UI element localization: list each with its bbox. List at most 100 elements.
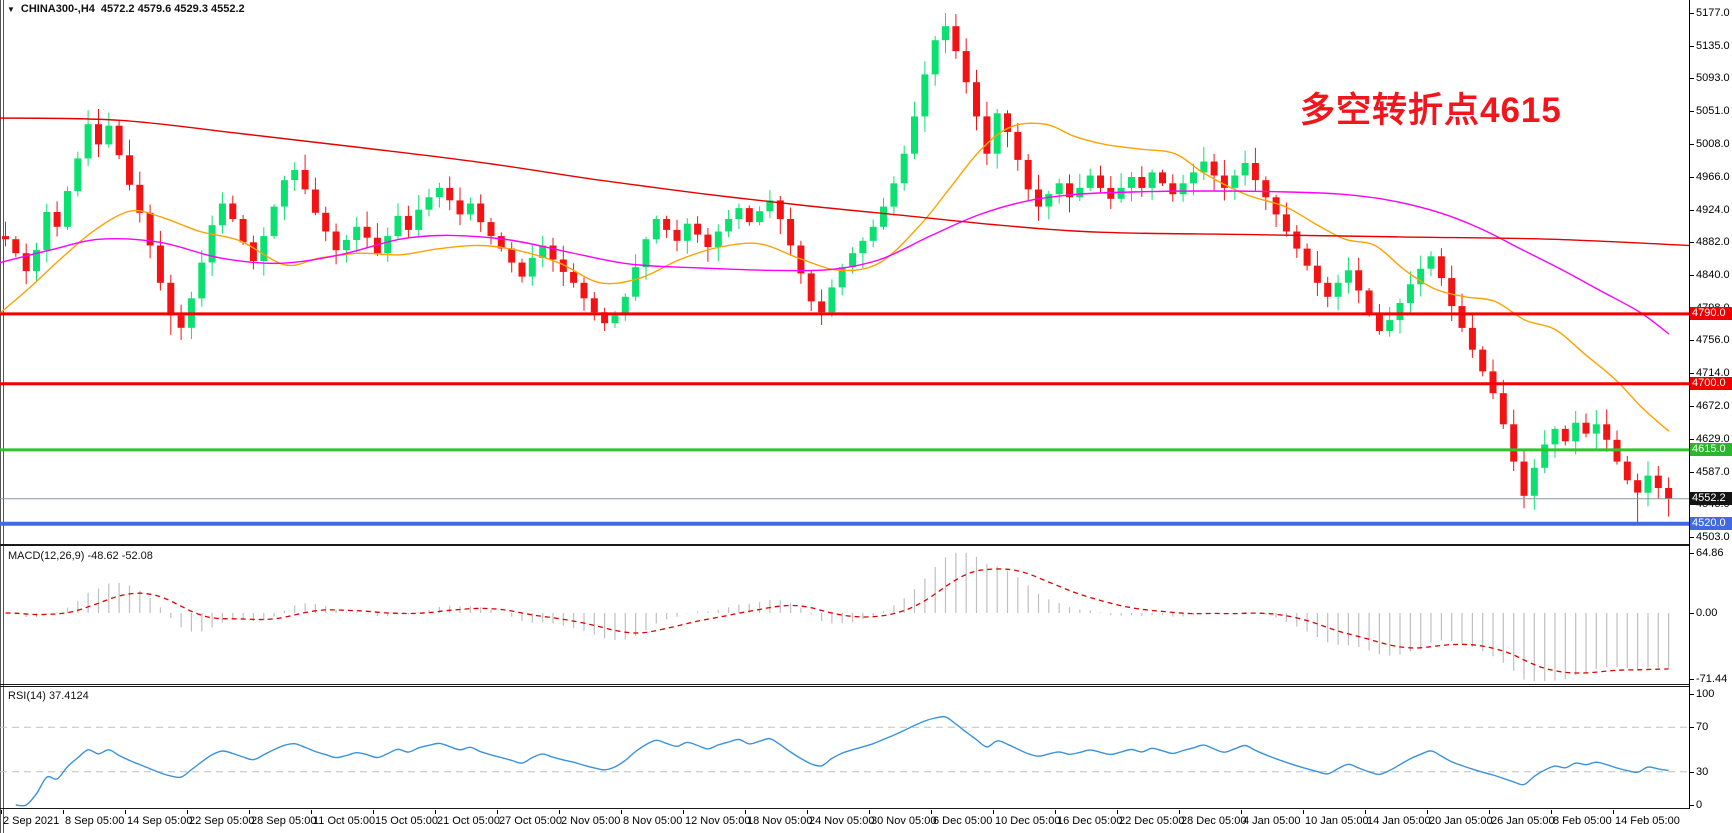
time-tick: [869, 810, 870, 814]
candle-body: [704, 234, 712, 247]
time-tick-label: 15 Oct 05:00: [375, 815, 438, 827]
time-tick: [435, 810, 436, 814]
time-tick: [993, 810, 994, 814]
candle-body: [1437, 256, 1445, 279]
price-tick-label: 4714.0: [1696, 367, 1730, 379]
price-tick-label: 4966.0: [1696, 171, 1730, 183]
candle-body: [1592, 424, 1600, 434]
candle-body: [880, 206, 887, 227]
time-tick-label: 28 Dec 05:00: [1181, 815, 1247, 827]
candle-body: [435, 187, 443, 198]
candle-body: [1520, 461, 1528, 496]
time-tick-label: 27 Oct 05:00: [499, 815, 562, 827]
main-chart-panel[interactable]: [0, 0, 1689, 544]
candle-body: [735, 208, 743, 219]
time-tick: [559, 810, 560, 814]
time-tick-label: 20 Jan 05:00: [1429, 815, 1493, 827]
macd-tick: [1689, 613, 1694, 614]
candle-body: [1427, 256, 1435, 269]
price-tick: [1689, 242, 1694, 243]
time-tick: [1179, 810, 1180, 814]
price-level-badge: 4615.0: [1690, 443, 1732, 456]
time-tick: [683, 810, 684, 814]
candle-body: [983, 116, 991, 154]
time-tick-label: 4 Jan 05:00: [1243, 815, 1301, 827]
time-tick-label: 6 Dec 05:00: [933, 815, 993, 827]
candle-body: [322, 212, 330, 232]
time-axis[interactable]: 2 Sep 2021 8 Sep 05:00 14 Sep 05:00 22 Sep …: [0, 810, 1732, 833]
candle-body: [1148, 172, 1156, 188]
time-tick: [1117, 810, 1118, 814]
candle-body: [1117, 187, 1125, 199]
candle-body: [1045, 194, 1053, 207]
candle-body: [1479, 349, 1487, 372]
price-tick: [1689, 340, 1694, 341]
panel-separator-rsi-time: [0, 808, 1689, 809]
rsi-tick-label: 70: [1696, 721, 1709, 733]
price-tick: [1689, 275, 1694, 276]
price-axis[interactable]: 5177.0 5135.0 5093.0 5051.0 5008.0 4966.0 4924…: [1689, 0, 1732, 811]
macd-tick: [1689, 679, 1694, 680]
rsi-tick-label: 30: [1696, 766, 1709, 778]
candle-body: [1293, 231, 1301, 249]
candle-body: [1406, 284, 1414, 303]
price-tick-label: 5177.0: [1696, 7, 1730, 19]
time-tick-label: 10 Jan 05:00: [1305, 815, 1369, 827]
candle-body: [239, 219, 247, 243]
rsi-tick-label: 100: [1696, 688, 1715, 700]
time-tick-label: 14 Sep 05:00: [127, 815, 193, 827]
candle-body: [859, 240, 867, 254]
rsi-indicator-label: RSI(14) 37.4124: [8, 690, 89, 702]
candle-body: [632, 267, 640, 297]
candle-body: [477, 203, 485, 223]
price-tick-label: 5008.0: [1696, 138, 1730, 150]
candle-body: [270, 206, 278, 237]
macd-indicator-label: MACD(12,26,9) -48.62 -52.08: [8, 550, 153, 562]
candles-layer: [2, 13, 1673, 523]
main-chart-canvas[interactable]: [0, 0, 1689, 544]
candle-body: [921, 74, 929, 117]
candle-body: [518, 262, 526, 277]
time-tick-label: 10 Dec 05:00: [995, 815, 1061, 827]
candle-body: [1541, 444, 1549, 468]
panel-separator-macd-rsi[interactable]: [0, 684, 1689, 685]
candle-body: [1220, 175, 1228, 188]
candle-body: [1654, 475, 1662, 488]
candle-body: [487, 222, 495, 237]
candle-body: [776, 200, 784, 220]
candle-body: [1417, 268, 1425, 285]
time-tick: [1427, 810, 1428, 814]
annotation-text[interactable]: 多空转折点4615: [1300, 91, 1562, 130]
time-tick: [1551, 810, 1552, 814]
time-tick: [1365, 810, 1366, 814]
candle-body: [1282, 214, 1290, 232]
symbol-dropdown-icon[interactable]: ▼: [7, 4, 15, 14]
price-tick: [1689, 537, 1694, 538]
candle-body: [849, 253, 857, 268]
price-tick: [1689, 210, 1694, 211]
candle-body: [1365, 290, 1373, 314]
macd-canvas[interactable]: [0, 547, 1689, 683]
time-tick: [1489, 810, 1490, 814]
price-tick-label: 4587.0: [1696, 466, 1730, 478]
candle-body: [993, 113, 1001, 154]
candle-body: [942, 26, 949, 41]
candle-body: [1386, 320, 1394, 331]
rsi-panel[interactable]: [0, 687, 1689, 808]
candle-body: [1241, 163, 1249, 176]
candle-body: [549, 245, 557, 260]
candle-body: [1004, 113, 1011, 132]
candle-body: [1076, 187, 1084, 198]
time-tick-label: 12 Nov 05:00: [685, 815, 751, 827]
price-tick-label: 4672.0: [1696, 400, 1730, 412]
panel-separator-main-macd[interactable]: [0, 544, 1689, 546]
candle-body: [95, 124, 102, 145]
candle-body: [1190, 172, 1197, 184]
macd-panel[interactable]: [0, 547, 1689, 683]
rsi-canvas[interactable]: [0, 687, 1689, 808]
candle-body: [353, 226, 361, 240]
candle-body: [766, 200, 774, 212]
candle-body: [456, 200, 464, 215]
candle-body: [725, 219, 733, 232]
time-tick: [1055, 810, 1056, 814]
